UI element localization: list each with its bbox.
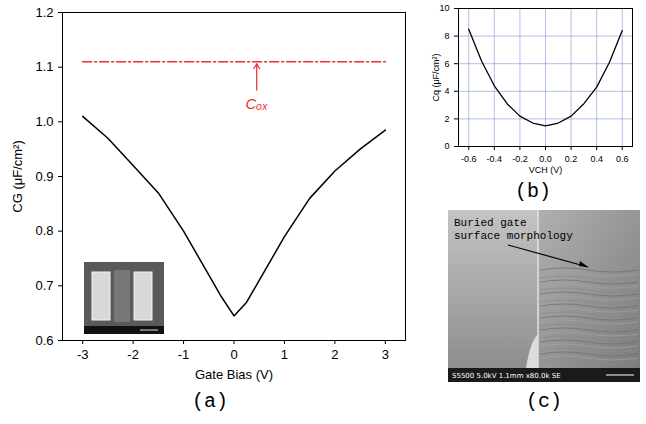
svg-text:1.0: 1.0 xyxy=(35,114,53,129)
svg-text:0.9: 0.9 xyxy=(35,169,53,184)
svg-text:-2: -2 xyxy=(127,347,139,362)
svg-text:3: 3 xyxy=(382,347,389,362)
svg-text:0.4: 0.4 xyxy=(590,154,603,164)
svg-text:8: 8 xyxy=(444,31,449,41)
svg-text:Cq (μF/cm²): Cq (μF/cm²) xyxy=(431,53,441,101)
svg-text:-0.6: -0.6 xyxy=(461,154,477,164)
svg-text:0.6: 0.6 xyxy=(616,154,629,164)
svg-text:1: 1 xyxy=(281,347,288,362)
svg-text:2: 2 xyxy=(444,114,449,124)
svg-text:2: 2 xyxy=(331,347,338,362)
svg-text:0.2: 0.2 xyxy=(565,154,578,164)
svg-text:0.7: 0.7 xyxy=(35,278,53,293)
svg-text:CG (μF/cm²): CG (μF/cm²) xyxy=(10,140,25,212)
svg-text:10: 10 xyxy=(439,3,449,13)
svg-text:1.1: 1.1 xyxy=(35,59,53,74)
svg-text:Cₒₓ: Cₒₓ xyxy=(245,95,268,112)
svg-text:0.6: 0.6 xyxy=(35,333,53,348)
svg-text:0: 0 xyxy=(444,141,449,151)
svg-text:VCH (V): VCH (V) xyxy=(529,165,563,175)
svg-text:-1: -1 xyxy=(178,347,190,362)
html-text:(a): (a) xyxy=(192,390,228,413)
svg-text:6: 6 xyxy=(444,59,449,69)
svg-text:-0.4: -0.4 xyxy=(487,154,503,164)
svg-text:0.0: 0.0 xyxy=(539,154,552,164)
svg-text:0.8: 0.8 xyxy=(35,223,53,238)
svg-text:0: 0 xyxy=(230,347,237,362)
svg-text:1.2: 1.2 xyxy=(35,5,53,20)
html-text:(b): (b) xyxy=(515,180,551,203)
svg-text:-3: -3 xyxy=(77,347,89,362)
svg-text:S5500 5.0kV 1.1mm x80.0k SE: S5500 5.0kV 1.1mm x80.0k SE xyxy=(452,372,561,380)
svg-text:4: 4 xyxy=(444,86,449,96)
svg-text:Buried gatesurface morphology: Buried gatesurface morphology xyxy=(454,217,573,242)
svg-text:Gate Bias (V): Gate Bias (V) xyxy=(195,367,273,382)
svg-text:-0.2: -0.2 xyxy=(512,154,528,164)
html-text:(c): (c) xyxy=(526,390,562,413)
